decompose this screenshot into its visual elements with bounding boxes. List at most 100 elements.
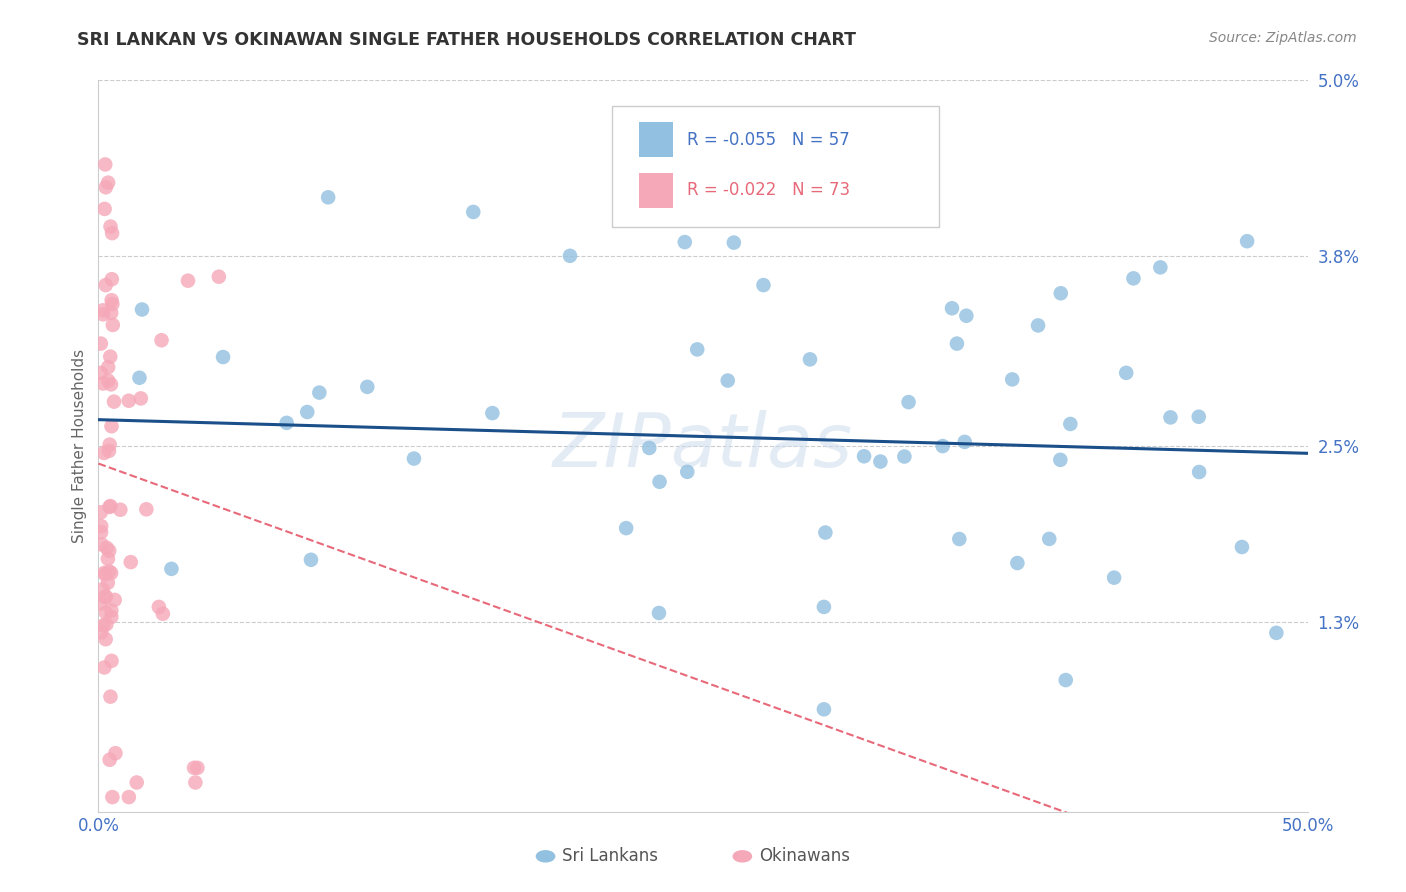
Point bbox=[212, 350, 235, 364]
Point bbox=[131, 302, 153, 317]
Point bbox=[90, 336, 112, 351]
Point bbox=[91, 618, 114, 632]
Point bbox=[177, 274, 200, 288]
Point bbox=[1038, 532, 1060, 546]
Point bbox=[104, 593, 127, 607]
Point bbox=[93, 202, 115, 216]
Point bbox=[356, 380, 378, 394]
Point bbox=[101, 297, 124, 311]
Point bbox=[98, 437, 121, 451]
Point bbox=[1188, 465, 1211, 479]
Point bbox=[723, 235, 745, 250]
Point bbox=[316, 190, 339, 204]
Point bbox=[676, 465, 699, 479]
Point bbox=[90, 537, 112, 551]
Point bbox=[101, 226, 124, 240]
Point bbox=[91, 376, 114, 391]
Point bbox=[1236, 234, 1258, 248]
Point bbox=[98, 565, 121, 579]
Point bbox=[184, 775, 207, 789]
Point bbox=[614, 521, 637, 535]
Point bbox=[100, 610, 122, 624]
Point bbox=[93, 446, 115, 460]
Text: Okinawans: Okinawans bbox=[759, 847, 851, 865]
Text: Source: ZipAtlas.com: Source: ZipAtlas.com bbox=[1209, 31, 1357, 45]
Point bbox=[308, 385, 330, 400]
Point bbox=[94, 591, 117, 605]
Point bbox=[129, 392, 152, 406]
Point bbox=[96, 617, 118, 632]
Point bbox=[96, 541, 118, 555]
Point bbox=[97, 176, 120, 190]
Point bbox=[100, 377, 122, 392]
Point bbox=[100, 690, 122, 704]
Text: Sri Lankans: Sri Lankans bbox=[562, 847, 658, 865]
Point bbox=[673, 235, 696, 249]
Point bbox=[638, 441, 661, 455]
Point bbox=[91, 307, 114, 321]
Point bbox=[110, 502, 132, 516]
Point bbox=[948, 532, 970, 546]
Point bbox=[100, 654, 122, 668]
Point bbox=[90, 519, 112, 533]
Text: R = -0.055   N = 57: R = -0.055 N = 57 bbox=[688, 130, 851, 149]
Point bbox=[93, 660, 115, 674]
Point bbox=[118, 393, 141, 408]
Point bbox=[98, 753, 121, 767]
Point bbox=[813, 702, 835, 716]
Point bbox=[103, 394, 125, 409]
Point bbox=[813, 599, 835, 614]
Point bbox=[897, 395, 920, 409]
Point bbox=[893, 450, 915, 464]
Point bbox=[98, 543, 121, 558]
Point bbox=[208, 269, 231, 284]
Point bbox=[953, 434, 976, 449]
Point bbox=[276, 416, 298, 430]
Point bbox=[686, 343, 709, 357]
FancyBboxPatch shape bbox=[613, 106, 939, 227]
Point bbox=[101, 790, 124, 805]
Point bbox=[100, 566, 122, 580]
Text: R = -0.022   N = 73: R = -0.022 N = 73 bbox=[688, 181, 851, 200]
Point bbox=[120, 555, 142, 569]
Point bbox=[94, 567, 117, 582]
Point bbox=[297, 405, 319, 419]
Point bbox=[853, 450, 876, 464]
Point bbox=[1059, 417, 1081, 431]
Point bbox=[1149, 260, 1171, 275]
Point bbox=[814, 525, 837, 540]
Point bbox=[1054, 673, 1077, 687]
Point bbox=[94, 157, 117, 171]
Point bbox=[150, 333, 173, 347]
Point bbox=[125, 775, 148, 789]
Point bbox=[799, 352, 821, 367]
Point bbox=[648, 606, 671, 620]
Point bbox=[118, 790, 141, 805]
Point bbox=[100, 604, 122, 618]
Point bbox=[776, 117, 799, 131]
Point bbox=[100, 499, 122, 513]
Point bbox=[946, 336, 969, 351]
Point bbox=[752, 278, 775, 293]
Point bbox=[90, 597, 112, 611]
Point bbox=[558, 249, 581, 263]
Point bbox=[1230, 540, 1253, 554]
Point bbox=[1026, 318, 1049, 333]
Point bbox=[97, 575, 120, 590]
Point bbox=[481, 406, 503, 420]
Point bbox=[869, 454, 891, 468]
Point bbox=[931, 439, 953, 453]
Point bbox=[98, 350, 121, 364]
Point bbox=[1115, 366, 1137, 380]
Point bbox=[98, 500, 121, 514]
Point bbox=[1007, 556, 1029, 570]
Point bbox=[90, 625, 112, 640]
Point bbox=[100, 293, 122, 308]
Point bbox=[90, 525, 112, 540]
Point bbox=[94, 606, 117, 620]
Point bbox=[648, 475, 671, 489]
Point bbox=[90, 366, 112, 380]
Point bbox=[104, 746, 127, 760]
Point bbox=[941, 301, 963, 316]
Point bbox=[94, 590, 117, 604]
